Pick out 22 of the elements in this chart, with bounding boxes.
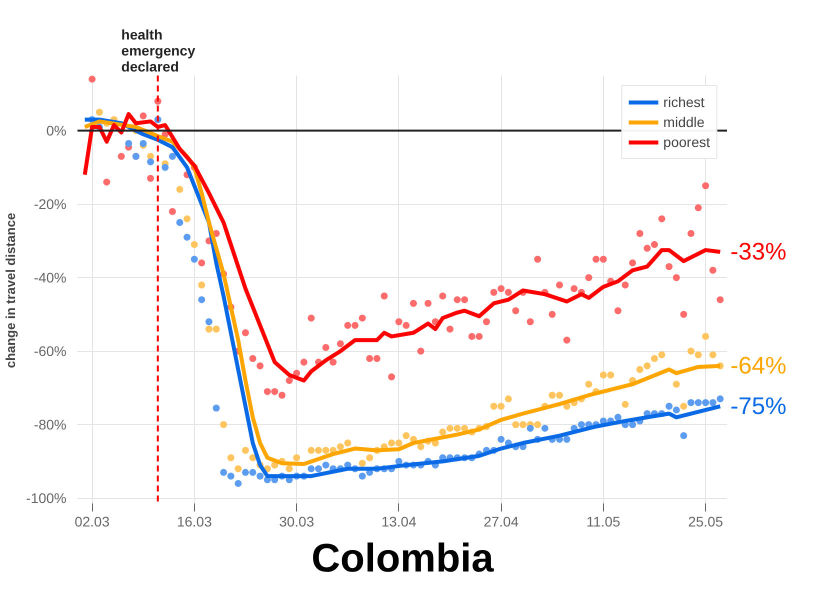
x-tick-label: 25.05: [688, 514, 724, 530]
legend-label: richest: [663, 94, 705, 110]
y-axis-title: change in travel distance: [3, 212, 18, 368]
text: Colombia: [311, 536, 494, 580]
x-tick-label: 02.03: [74, 514, 110, 530]
data-label: -75%: [730, 392, 786, 420]
legend-label: poorest: [663, 134, 710, 150]
x-tick-label: 30.03: [279, 514, 314, 530]
y-tick-label: -80%: [34, 416, 67, 433]
y-tick-label: -100%: [26, 490, 66, 506]
ref-line-label: health emergency declared: [121, 26, 196, 74]
x-tick-label: 27.04: [484, 514, 519, 530]
y-tick-label: -40%: [34, 270, 67, 286]
y-tick-label: -20%: [34, 196, 67, 212]
x-tick-label: 16.03: [176, 514, 212, 530]
data-label: -64%: [730, 352, 786, 380]
x-tick-label: 11.05: [586, 514, 621, 530]
x-tick-label: 13.04: [381, 514, 417, 530]
y-tick-label: 0%: [46, 122, 66, 139]
data-label: -33%: [730, 238, 786, 266]
y-tick-label: -60%: [34, 343, 67, 360]
legend-label: middle: [663, 114, 705, 130]
